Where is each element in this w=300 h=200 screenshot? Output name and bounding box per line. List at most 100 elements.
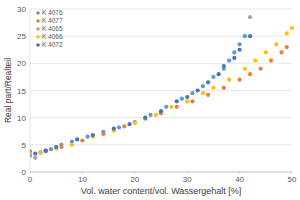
scatter-point — [222, 86, 226, 90]
x-tick-label: 30 — [183, 175, 192, 184]
x-tick — [187, 172, 188, 174]
x-tick — [30, 172, 31, 174]
scatter-point — [143, 116, 147, 120]
scatter-point — [274, 42, 278, 46]
grid-line — [30, 63, 292, 64]
scatter-point — [38, 151, 42, 155]
scatter-point — [154, 113, 158, 117]
scatter-point — [101, 132, 105, 136]
series — [30, 45, 289, 154]
scatter-point — [238, 78, 242, 82]
series — [30, 34, 247, 158]
scatter-point — [54, 145, 58, 149]
series — [33, 34, 252, 156]
scatter-point — [164, 105, 168, 109]
legend-label: K 4072 — [42, 41, 63, 48]
scatter-point — [112, 126, 116, 130]
x-tick-label: 50 — [288, 175, 297, 184]
y-tick-label: 20 — [17, 59, 26, 68]
series — [38, 26, 294, 155]
scatter-point — [248, 15, 252, 19]
legend-label: K 4076 — [42, 9, 63, 16]
scatter-point — [190, 91, 194, 95]
scatter-point — [232, 56, 236, 60]
x-tick-label: 10 — [78, 175, 87, 184]
scatter-point — [38, 150, 42, 154]
legend-marker — [36, 19, 40, 23]
x-tick — [239, 172, 240, 174]
legend: K 4076K 4077K 4065K 4066K 4072 — [36, 9, 63, 48]
grid-line — [30, 9, 292, 10]
scatter-point — [211, 86, 215, 90]
plot-area — [30, 15, 294, 160]
x-tick-label: 20 — [130, 175, 139, 184]
grid-line — [30, 90, 292, 91]
scatter-point — [206, 93, 210, 97]
grid-line — [30, 117, 292, 118]
x-tick — [292, 172, 293, 174]
scatter-point — [44, 149, 48, 153]
chart: 0 5 10 15 20 25 30 0 10 20 30 40 50 Vol. water conten… — [0, 0, 300, 200]
scatter-point — [80, 138, 84, 142]
scatter-point — [217, 72, 221, 76]
scatter-point — [122, 124, 126, 128]
scatter-point — [33, 156, 37, 160]
y-tick-label: 10 — [17, 114, 26, 123]
legend-label: K 4066 — [42, 33, 63, 40]
legend-marker — [36, 11, 40, 15]
scatter-point — [253, 59, 257, 63]
legend-label: K 4077 — [42, 17, 63, 24]
scatter-point — [238, 48, 242, 52]
x-tick-label: 40 — [235, 175, 244, 184]
grid-line — [30, 36, 292, 37]
scatter-point — [279, 50, 283, 54]
scatter-point — [232, 50, 236, 54]
y-tick-label: 25 — [17, 32, 26, 41]
y-tick-label: 0 — [22, 168, 27, 177]
scatter-point — [196, 88, 200, 92]
y-tick-label: 15 — [17, 87, 26, 96]
grid-line — [30, 144, 292, 145]
scatter-point — [169, 105, 173, 109]
y-tick-label: 30 — [17, 5, 26, 14]
x-tick — [82, 172, 83, 174]
scatter-point — [49, 147, 53, 151]
grid-line — [30, 172, 292, 173]
y-axis-label: Real part/Realteil — [3, 58, 13, 123]
scatter-point — [180, 97, 184, 101]
scatter-point — [248, 72, 252, 76]
scatter-point — [91, 133, 95, 137]
y-axis-line — [30, 9, 31, 172]
scatter-point — [190, 99, 194, 103]
scatter-point — [258, 67, 262, 71]
scatter-point — [159, 109, 163, 113]
scatter-point — [127, 122, 131, 126]
scatter-point — [59, 145, 63, 149]
scatter-point — [211, 75, 215, 79]
legend-marker — [36, 43, 40, 47]
scatter-point — [201, 84, 205, 88]
scatter-point — [206, 80, 210, 84]
scatter-point — [70, 143, 74, 147]
scatter-point — [86, 135, 90, 139]
scatter-point — [222, 64, 226, 68]
x-axis-label: Vol. water content/vol. Wassergehalt [%] — [81, 186, 242, 196]
scatter-point — [264, 50, 268, 54]
scatter-point — [201, 91, 205, 95]
legend-label: K 4065 — [42, 25, 63, 32]
scatter-point — [285, 31, 289, 35]
scatter-point — [269, 59, 273, 63]
scatter-point — [238, 42, 242, 46]
scatter-point — [248, 34, 252, 38]
x-tick-label: 0 — [28, 175, 33, 184]
scatter-point — [30, 153, 32, 157]
x-axis-line — [30, 172, 292, 173]
scatter-point — [290, 26, 294, 30]
scatter-point — [148, 113, 152, 117]
y-tick-label: 5 — [22, 141, 27, 150]
x-tick — [134, 172, 135, 174]
scatter-point — [243, 34, 247, 38]
scatter-point — [75, 137, 79, 141]
scatter-point — [33, 151, 37, 155]
scatter-point — [185, 95, 189, 99]
